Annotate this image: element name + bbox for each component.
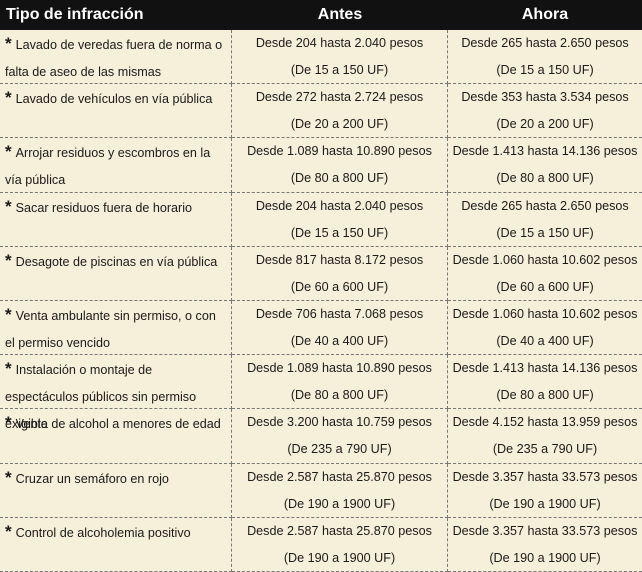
antes-cell: Desde 204 hasta 2.040 pesos (De 15 a 150 … <box>232 30 448 85</box>
infraction-text: Venta de alcohol a menores de edad <box>15 417 221 432</box>
ahora-cell: Desde 4.152 hasta 13.959 pesos (De 235 a … <box>448 409 642 464</box>
fine-range: Desde 204 hasta 2.040 pesos <box>255 36 424 50</box>
fine-range: Desde 1.060 hasta 10.602 pesos <box>452 252 638 267</box>
fine-uf: (De 190 a 1900 UF) <box>489 496 601 511</box>
ahora-cell: Desde 1.413 hasta 14.136 pesos (De 80 a 8… <box>448 355 642 410</box>
ahora-cell: Desde 3.357 hasta 33.573 pesos (De 190 a … <box>448 464 642 518</box>
infraction-cell: * Sacar residuos fuera de horario <box>0 192 232 247</box>
ahora-cell: Desde 265 hasta 2.650 pesos (De 15 a 150 … <box>448 30 642 85</box>
fine-range: Desde 204 hasta 2.040 pesos <box>255 198 424 213</box>
fine-range: Desde 706 hasta 7.068 pesos <box>255 306 424 321</box>
antes-cell: Desde 1.089 hasta 10.890 pesos (De 80 a 8… <box>232 138 448 193</box>
fine-range: Desde 265 hasta 2.650 pesos <box>461 36 629 50</box>
ahora-cell: Desde 1.060 hasta 10.602 pesos (De 60 a 6… <box>448 247 642 301</box>
infraction-cell: * Desagote de piscinas en vía pública <box>0 246 232 301</box>
fine-uf: (De 190 a 1900 UF) <box>489 550 601 565</box>
fine-range: Desde 1.089 hasta 10.890 pesos <box>247 361 432 376</box>
infraction-cell: * Lavado de veredas fuera de norma o falt… <box>0 30 232 85</box>
ahora-cell: Desde 1.413 hasta 14.136 pesos (De 80 a 8… <box>448 138 642 193</box>
bullet: * <box>5 250 12 270</box>
antes-cell: Desde 2.587 hasta 25.870 pesos (De 190 a … <box>232 517 448 572</box>
fine-uf: (De 190 a 1900 UF) <box>283 550 396 565</box>
bullet: * <box>5 34 12 53</box>
ahora-cell: Desde 3.357 hasta 33.573 pesos (De 190 a … <box>448 518 642 572</box>
infraction-text: Cruzar un semáforo en rojo <box>15 471 169 486</box>
infraction-cell: * Lavado de vehículos en vía pública <box>0 84 232 139</box>
fine-range: Desde 2.587 hasta 25.870 pesos <box>247 523 432 538</box>
bullet: * <box>5 142 12 162</box>
bullet: * <box>5 521 12 541</box>
antes-cell: Desde 204 hasta 2.040 pesos (De 15 a 150 … <box>232 192 448 247</box>
infraction-text: Venta ambulante sin permiso, o con el pe… <box>5 308 216 350</box>
fine-uf: (De 20 a 200 UF) <box>496 117 594 132</box>
ahora-cell: Desde 353 hasta 3.534 pesos (De 20 a 200 … <box>448 84 642 139</box>
fine-range: Desde 3.357 hasta 33.573 pesos <box>452 469 638 484</box>
fine-range: Desde 4.152 hasta 13.959 pesos <box>452 415 638 430</box>
infraction-text: Lavado de veredas fuera de norma o falta… <box>5 38 223 79</box>
fine-range: Desde 3.200 hasta 10.759 pesos <box>247 415 432 430</box>
infraction-text: Desagote de piscinas en vía pública <box>15 254 218 269</box>
fine-uf: (De 15 a 150 UF) <box>496 63 594 77</box>
infraction-cell: * Venta ambulante sin permiso, o con el p… <box>0 300 232 356</box>
bullet: * <box>5 359 12 379</box>
bullet: * <box>5 304 12 324</box>
fine-uf: (De 40 a 400 UF) <box>290 333 389 348</box>
fine-uf: (De 80 a 800 UF) <box>496 388 594 403</box>
fine-uf: (De 80 a 800 UF) <box>496 171 594 186</box>
fine-range: Desde 1.060 hasta 10.602 pesos <box>452 306 638 321</box>
fine-uf: (De 20 a 200 UF) <box>290 117 389 132</box>
infraction-text: Lavado de vehículos en vía pública <box>15 92 213 107</box>
infraction-text: Sacar residuos fuera de horario <box>15 200 193 215</box>
fine-uf: (De 40 a 400 UF) <box>496 333 594 348</box>
infraction-text: Arrojar residuos y escombros en la vía p… <box>5 146 211 188</box>
antes-cell: Desde 1.089 hasta 10.890 pesos (De 80 a 8… <box>232 355 448 410</box>
fine-uf: (De 80 a 800 UF) <box>290 171 389 186</box>
fine-uf: (De 15 a 150 UF) <box>290 63 389 77</box>
fine-range: Desde 265 hasta 2.650 pesos <box>461 198 629 213</box>
fine-uf: (De 15 a 150 UF) <box>290 225 389 240</box>
bullet: * <box>5 467 12 487</box>
fine-uf: (De 60 a 600 UF) <box>290 279 389 294</box>
antes-cell: Desde 272 hasta 2.724 pesos (De 20 a 200 … <box>232 84 448 139</box>
fine-range: Desde 1.413 hasta 14.136 pesos <box>452 144 638 159</box>
ahora-cell: Desde 265 hasta 2.650 pesos (De 15 a 150 … <box>448 193 642 247</box>
fine-range: Desde 1.089 hasta 10.890 pesos <box>247 144 432 159</box>
header-cell: Antes <box>232 0 448 30</box>
infraction-cell: * Cruzar un semáforo en rojo <box>0 463 232 518</box>
header-cell: Tipo de infracción <box>0 0 232 30</box>
antes-cell: Desde 3.200 hasta 10.759 pesos (De 235 a … <box>232 409 448 464</box>
fine-uf: (De 190 a 1900 UF) <box>283 496 396 511</box>
bullet: * <box>5 88 12 108</box>
fine-uf: (De 15 a 150 UF) <box>496 225 594 240</box>
fine-range: Desde 2.587 hasta 25.870 pesos <box>247 469 432 484</box>
fine-range: Desde 1.413 hasta 14.136 pesos <box>452 361 638 376</box>
infraction-cell: * Venta de alcohol a menores de edad <box>0 409 232 464</box>
infraction-cell: * Control de alcoholemia positivo <box>0 517 232 572</box>
fine-uf: (De 235 a 790 UF) <box>287 442 392 457</box>
infraction-cell: * Instalación o montaje de espectáculos p… <box>0 355 232 431</box>
antes-cell: Desde 817 hasta 8.172 pesos (De 60 a 600 … <box>232 246 448 301</box>
bullet: * <box>5 413 12 433</box>
ahora-cell: Desde 1.060 hasta 10.602 pesos (De 40 a 4… <box>448 301 642 356</box>
antes-cell: Desde 2.587 hasta 25.870 pesos (De 190 a … <box>232 463 448 518</box>
fine-range: Desde 3.357 hasta 33.573 pesos <box>452 523 638 538</box>
fine-uf: (De 80 a 800 UF) <box>290 388 389 403</box>
fine-range: Desde 353 hasta 3.534 pesos <box>461 90 629 105</box>
fine-range: Desde 817 hasta 8.172 pesos <box>255 252 424 267</box>
header-cell: Ahora <box>448 0 642 30</box>
fine-uf: (De 60 a 600 UF) <box>496 279 594 294</box>
infraction-text: Control de alcoholemia positivo <box>15 525 191 540</box>
infraction-cell: * Arrojar residuos y escombros en la vía … <box>0 138 232 193</box>
infraction-text: Instalación o montaje de espectáculos pú… <box>5 363 197 432</box>
fine-range: Desde 272 hasta 2.724 pesos <box>255 90 424 105</box>
fine-uf: (De 235 a 790 UF) <box>492 442 598 457</box>
antes-cell: Desde 706 hasta 7.068 pesos (De 40 a 400 … <box>232 300 448 356</box>
bullet: * <box>5 196 12 216</box>
